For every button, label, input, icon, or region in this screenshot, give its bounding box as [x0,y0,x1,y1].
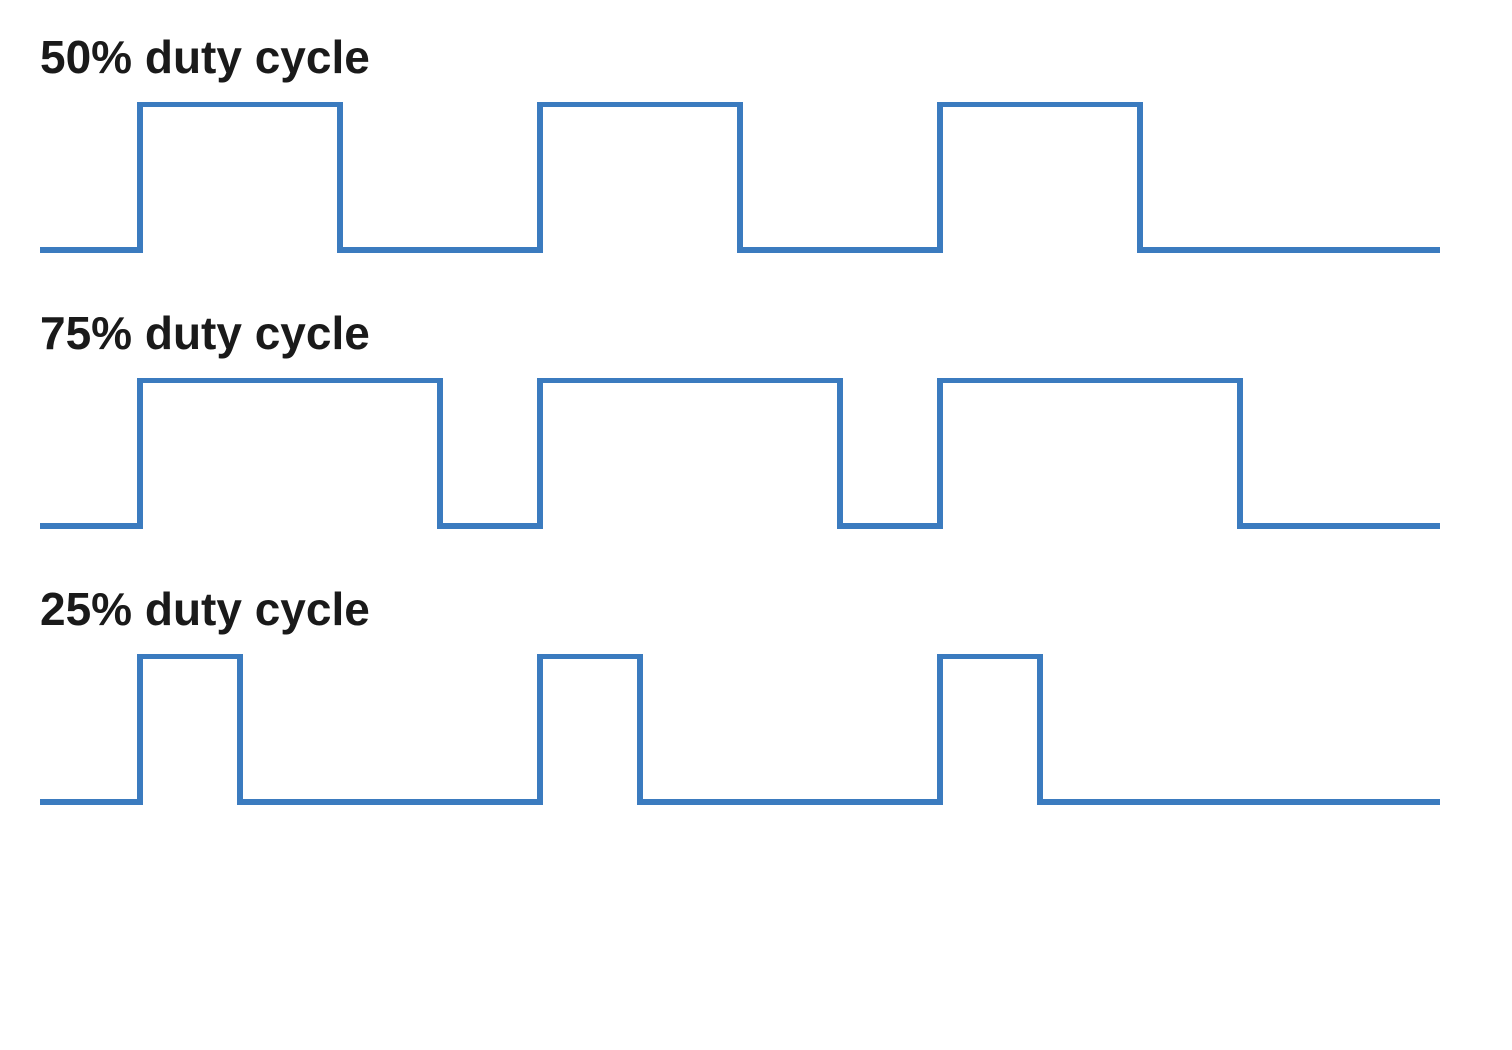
waveform-svg-0 [40,102,1440,256]
waveform-label-0: 50% duty cycle [40,30,1472,84]
waveform-2: 25% duty cycle [40,582,1472,808]
waveform-svg-1 [40,378,1440,532]
waveform-svg-2 [40,654,1440,808]
waveform-path-0 [40,104,1440,250]
waveform-0: 50% duty cycle [40,30,1472,256]
waveform-path-2 [40,656,1440,802]
waveform-label-2: 25% duty cycle [40,582,1472,636]
waveform-1: 75% duty cycle [40,306,1472,532]
waveform-label-1: 75% duty cycle [40,306,1472,360]
waveform-path-1 [40,380,1440,526]
